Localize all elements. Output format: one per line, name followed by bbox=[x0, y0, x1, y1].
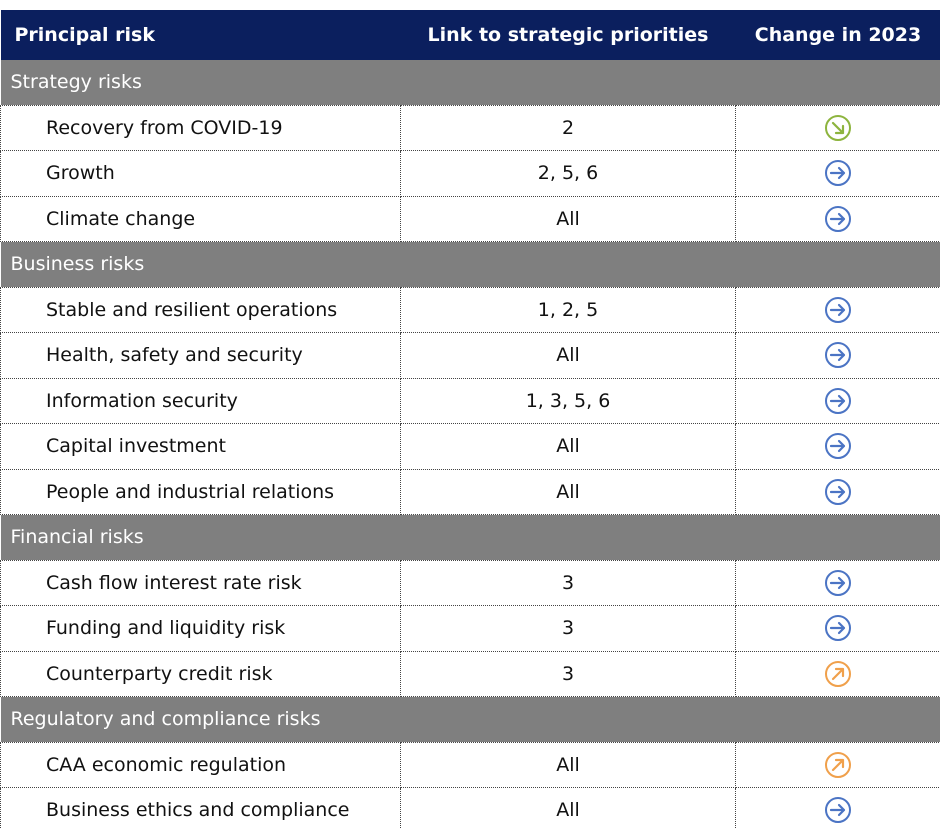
change-cell bbox=[735, 332, 940, 379]
risk-row: People and industrial relations All bbox=[0, 468, 940, 515]
priority-link: All bbox=[400, 195, 736, 242]
section-title: Regulatory and compliance risks bbox=[0, 696, 940, 743]
risk-name: Counterparty credit risk bbox=[0, 650, 401, 697]
priority-link: 3 bbox=[400, 559, 736, 606]
risk-name: Health, safety and security bbox=[0, 332, 401, 379]
risk-name: Information security bbox=[0, 377, 401, 424]
risk-row: Capital investment All bbox=[0, 423, 940, 470]
change-icon bbox=[824, 159, 852, 187]
priority-link: 3 bbox=[400, 605, 736, 652]
change-cell bbox=[735, 150, 940, 197]
change-icon bbox=[824, 341, 852, 369]
change-icon bbox=[824, 432, 852, 460]
change-icon bbox=[824, 478, 852, 506]
change-cell bbox=[735, 741, 940, 788]
change-cell bbox=[735, 195, 940, 242]
change-cell bbox=[735, 605, 940, 652]
change-icon bbox=[824, 296, 852, 324]
change-icon bbox=[824, 387, 852, 415]
header-cell: Principal risk bbox=[0, 10, 401, 60]
change-icon bbox=[824, 569, 852, 597]
change-cell bbox=[735, 286, 940, 333]
header-cell: Link to strategic priorities bbox=[400, 10, 736, 60]
change-cell bbox=[735, 559, 940, 606]
risk-row: Cash flow interest rate risk 3 bbox=[0, 559, 940, 606]
change-cell bbox=[735, 377, 940, 424]
change-cell bbox=[735, 468, 940, 515]
risk-row: Funding and liquidity risk 3 bbox=[0, 605, 940, 652]
risk-name: Growth bbox=[0, 150, 401, 197]
change-icon bbox=[824, 796, 852, 824]
priority-link: All bbox=[400, 787, 736, 829]
section-title: Financial risks bbox=[0, 514, 940, 561]
risk-name: Stable and resilient operations bbox=[0, 286, 401, 333]
risk-row: Business ethics and compliance All bbox=[0, 787, 940, 829]
risk-table: Principal risk Link to strategic priorit… bbox=[0, 10, 940, 829]
change-cell bbox=[735, 650, 940, 697]
priority-link: 1, 3, 5, 6 bbox=[400, 377, 736, 424]
risk-name: Climate change bbox=[0, 195, 401, 242]
section-row: Business risks bbox=[0, 241, 940, 288]
priority-link: 1, 2, 5 bbox=[400, 286, 736, 333]
priority-link: All bbox=[400, 468, 736, 515]
risk-name: Capital investment bbox=[0, 423, 401, 470]
priority-link: 3 bbox=[400, 650, 736, 697]
change-icon bbox=[824, 751, 852, 779]
table-body: Strategy risks Recovery from COVID-19 2 Gro… bbox=[0, 60, 940, 829]
priority-link: All bbox=[400, 332, 736, 379]
change-icon bbox=[824, 660, 852, 688]
change-cell bbox=[735, 423, 940, 470]
risk-row: Growth 2, 5, 6 bbox=[0, 150, 940, 197]
section-row: Strategy risks bbox=[0, 60, 940, 106]
priority-link: 2 bbox=[400, 104, 736, 151]
risk-row: Climate change All bbox=[0, 195, 940, 242]
change-icon bbox=[824, 114, 852, 142]
change-cell bbox=[735, 104, 940, 151]
risk-row: Counterparty credit risk 3 bbox=[0, 650, 940, 697]
risk-row: Health, safety and security All bbox=[0, 332, 940, 379]
risk-name: Funding and liquidity risk bbox=[0, 605, 401, 652]
section-title: Strategy risks bbox=[0, 60, 940, 106]
header-row: Principal risk Link to strategic priorit… bbox=[0, 10, 940, 60]
risk-name: Recovery from COVID-19 bbox=[0, 104, 401, 151]
change-cell bbox=[735, 787, 940, 829]
section-title: Business risks bbox=[0, 241, 940, 288]
change-icon bbox=[824, 614, 852, 642]
section-row: Regulatory and compliance risks bbox=[0, 696, 940, 743]
priority-link: All bbox=[400, 741, 736, 788]
header-cell: Change in 2023 bbox=[735, 10, 940, 60]
risk-row: Recovery from COVID-19 2 bbox=[0, 104, 940, 151]
change-icon bbox=[824, 205, 852, 233]
priority-link: 2, 5, 6 bbox=[400, 150, 736, 197]
risk-row: CAA economic regulation All bbox=[0, 741, 940, 788]
risk-row: Stable and resilient operations 1, 2, 5 bbox=[0, 286, 940, 333]
section-row: Financial risks bbox=[0, 514, 940, 561]
risk-name: Cash flow interest rate risk bbox=[0, 559, 401, 606]
risk-name: People and industrial relations bbox=[0, 468, 401, 515]
priority-link: All bbox=[400, 423, 736, 470]
risk-name: Business ethics and compliance bbox=[0, 787, 401, 829]
risk-name: CAA economic regulation bbox=[0, 741, 401, 788]
risk-row: Information security 1, 3, 5, 6 bbox=[0, 377, 940, 424]
